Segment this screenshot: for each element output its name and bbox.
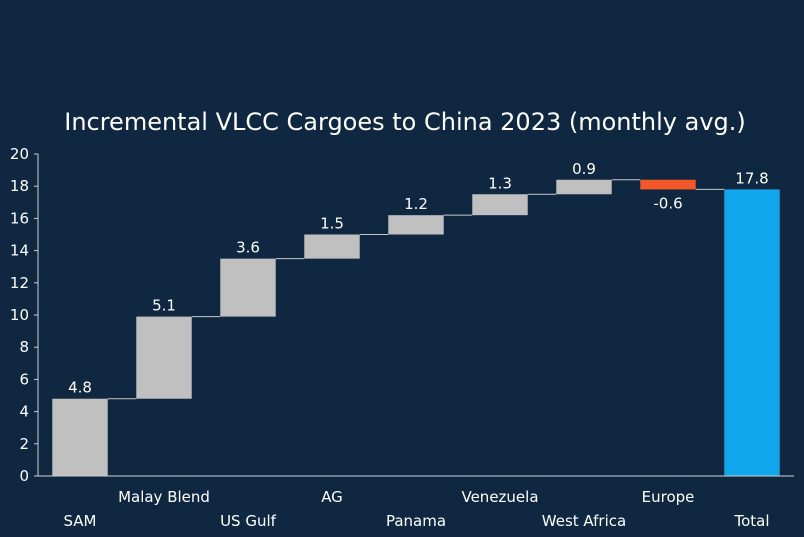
x-category-label: Malay Blend — [118, 488, 210, 506]
y-tick-label: 12 — [10, 274, 29, 292]
y-tick-label: 18 — [10, 177, 29, 195]
data-label: -0.6 — [653, 194, 682, 212]
bar-malay-blend — [136, 316, 192, 399]
y-tick-label: 4 — [19, 403, 29, 421]
data-labels: 4.8 5.1 3.6 1.5 1.2 1.3 0.9 -0.6 17.8 — [68, 160, 769, 397]
y-tick-label: 20 — [10, 145, 29, 163]
bar-panama — [388, 215, 444, 235]
y-tick-label: 10 — [10, 306, 29, 324]
x-category-label: Venezuela — [461, 488, 538, 506]
y-tick-label: 0 — [19, 467, 29, 485]
x-category-label: US Gulf — [220, 512, 277, 530]
bars — [52, 179, 780, 477]
y-tick-label: 14 — [10, 242, 29, 260]
data-label: 17.8 — [735, 169, 768, 187]
data-label: 1.3 — [488, 174, 512, 192]
bar-us-gulf — [220, 258, 276, 317]
x-category-label: Europe — [642, 488, 695, 506]
bar-ag — [304, 234, 360, 259]
bar-sam — [52, 398, 108, 476]
x-category-label: Total — [733, 512, 769, 530]
y-tick-label: 2 — [19, 435, 29, 453]
bar-venezuela — [472, 194, 528, 216]
y-axis: 0 2 4 6 8 10 12 14 16 18 20 — [10, 145, 39, 485]
x-category-label: SAM — [63, 512, 96, 530]
x-category-label: West Africa — [542, 512, 626, 530]
connector-lines — [107, 179, 725, 400]
data-label: 1.5 — [320, 215, 344, 233]
bar-total — [724, 189, 780, 477]
y-tick-label: 8 — [19, 338, 29, 356]
x-category-label: AG — [321, 488, 343, 506]
x-category-label: Panama — [386, 512, 446, 530]
data-label: 4.8 — [68, 379, 92, 397]
data-label: 5.1 — [152, 297, 176, 315]
data-label: 1.2 — [404, 195, 428, 213]
y-tick-label: 6 — [19, 370, 29, 388]
bar-west-africa — [556, 179, 612, 195]
y-tick-label: 16 — [10, 209, 29, 227]
bar-europe — [640, 179, 696, 190]
data-label: 3.6 — [236, 239, 260, 257]
chart-title: Incremental VLCC Cargoes to China 2023 (… — [64, 108, 746, 136]
x-axis: SAM Malay Blend US Gulf AG Panama VenezuelaWe… — [38, 475, 794, 530]
data-label: 0.9 — [572, 160, 596, 178]
